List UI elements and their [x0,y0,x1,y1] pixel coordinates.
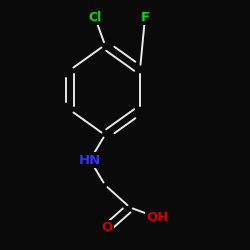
Text: O: O [102,221,113,234]
Text: Cl: Cl [88,11,102,24]
Text: HN: HN [79,154,101,166]
Text: OH: OH [146,211,169,224]
Text: F: F [140,11,149,24]
